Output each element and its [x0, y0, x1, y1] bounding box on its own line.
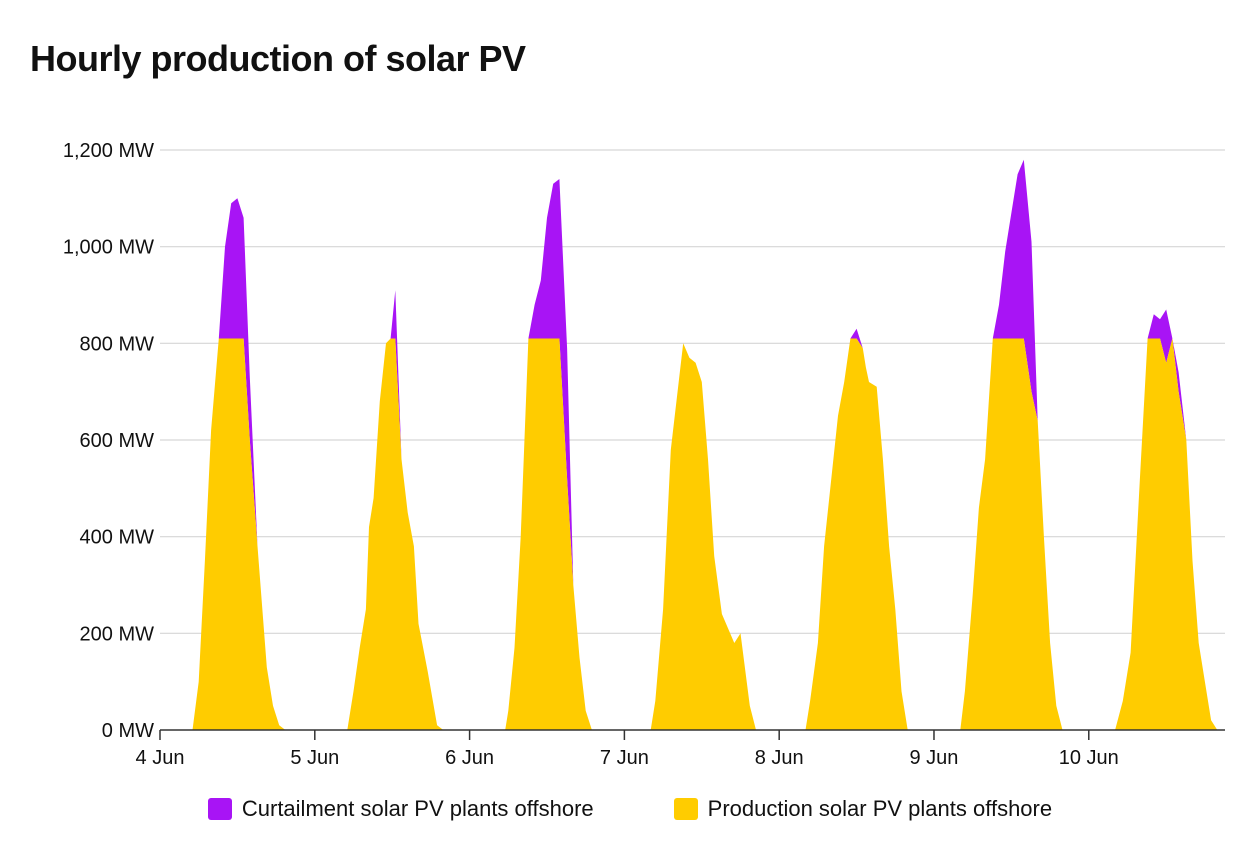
x-tick-label: 7 Jun [600, 747, 649, 769]
y-tick-label: 400 MW [80, 527, 155, 549]
x-tick-label: 9 Jun [910, 747, 959, 769]
y-tick-label: 600 MW [80, 430, 155, 452]
legend-label-curtailment: Curtailment solar PV plants offshore [241, 796, 594, 821]
x-tick-label: 5 Jun [290, 747, 339, 769]
x-tick-label: 8 Jun [755, 747, 804, 769]
legend-swatch-curtailment [207, 798, 232, 820]
legend-item-production[interactable]: Production solar PV plants offshore [673, 796, 1053, 822]
production-area [192, 338, 1218, 730]
x-tick-label: 6 Jun [445, 747, 494, 769]
solar-production-chart: 0 MW 200 MW 400 MW 600 MW 800 MW 1,000 MW 1,20… [63, 140, 1225, 769]
x-tick-label: 10 Jun [1059, 747, 1119, 769]
area-series [192, 159, 1218, 730]
y-tick-label: 1,000 MW [63, 237, 154, 259]
y-tick-label: 200 MW [80, 623, 155, 645]
y-axis-labels: 0 MW 200 MW 400 MW 600 MW 800 MW 1,000 MW 1,20… [63, 140, 154, 742]
legend-label-production: Production solar PV plants offshore [707, 796, 1053, 821]
x-axis [159, 729, 1225, 740]
y-tick-label: 0 MW [102, 720, 154, 742]
x-tick-label: 4 Jun [136, 747, 185, 769]
legend-item-curtailment[interactable]: Curtailment solar PV plants offshore [207, 796, 594, 822]
legend: Curtailment solar PV plants offshore Pro… [0, 796, 1260, 822]
legend-swatch-production [673, 798, 698, 820]
x-axis-labels: 4 Jun 5 Jun 6 Jun 7 Jun 8 Jun 9 Jun 10 Jun [136, 747, 1119, 769]
y-tick-label: 800 MW [80, 333, 155, 355]
y-tick-label: 1,200 MW [63, 140, 154, 162]
chart-title: Hourly production of solar PV [30, 38, 526, 79]
